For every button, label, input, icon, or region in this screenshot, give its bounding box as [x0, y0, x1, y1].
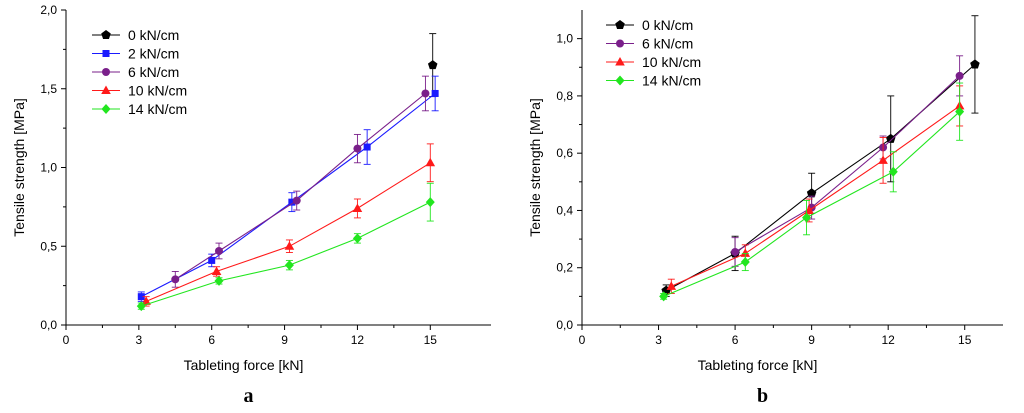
data-point: [888, 166, 898, 177]
series-line: [665, 63, 976, 292]
y-tick-label: 1,0: [556, 32, 573, 46]
data-point: [136, 301, 146, 312]
x-tick-label: 9: [281, 333, 288, 347]
data-point: [352, 233, 362, 244]
legend-marker: [101, 85, 111, 94]
x-tick-label: 15: [958, 333, 972, 347]
series-line: [671, 105, 960, 287]
y-tick-label: 0,6: [556, 146, 573, 160]
data-point: [666, 281, 677, 290]
x-tick-label: 9: [808, 333, 815, 347]
data-point: [425, 157, 436, 167]
legend-marker: [101, 30, 111, 40]
x-tick-label: 3: [136, 333, 143, 347]
y-tick-label: 0,5: [40, 239, 57, 253]
y-tick-label: 0,4: [556, 203, 573, 217]
x-axis-title: Tableting force [kN]: [184, 357, 304, 373]
data-point: [284, 260, 294, 271]
legend-label: 14 kN/cm: [642, 73, 701, 89]
x-axis-title: Tableting force [kN]: [698, 357, 818, 373]
y-tick-label: 0,2: [556, 261, 573, 275]
data-point: [802, 212, 812, 223]
panel-label: b: [757, 385, 768, 407]
series-0-kn-cm: [661, 15, 980, 297]
data-point: [955, 71, 964, 80]
x-tick-label: 3: [655, 333, 662, 347]
y-axis-title: Tensile strength [MPa]: [11, 98, 27, 237]
series-line: [175, 93, 426, 280]
data-point: [427, 60, 438, 70]
series-line: [734, 75, 960, 253]
x-tick-label: 0: [579, 333, 586, 347]
legend-marker: [615, 75, 625, 86]
panel-b: 0 3 6 9 12 15 0,0 0,2 0,4 0,6 0,8 1,0 Tableting forc…: [527, 10, 1003, 407]
data-point: [353, 144, 362, 153]
series-6-kn-cm: [171, 75, 430, 288]
legend-label: 10 kN/cm: [128, 83, 187, 99]
data-point: [214, 275, 224, 286]
series-10-kn-cm: [141, 143, 436, 307]
series-2-kn-cm: [137, 75, 439, 302]
legend-label: 14 kN/cm: [128, 101, 187, 117]
legend-label: 6 kN/cm: [128, 64, 179, 80]
y-axis-title: Tensile strength [MPa]: [527, 98, 543, 237]
data-point: [292, 196, 301, 205]
legend-marker: [102, 50, 110, 57]
series-14-kn-cm: [136, 182, 435, 312]
data-point: [352, 203, 363, 212]
data-point: [740, 248, 751, 257]
x-tick-label: 6: [732, 333, 739, 347]
series-10-kn-cm: [666, 85, 965, 294]
panel-label: a: [244, 385, 254, 407]
data-point: [425, 197, 435, 208]
data-point: [211, 266, 222, 275]
y-tick-label: 2,0: [40, 3, 57, 17]
data-point: [740, 257, 750, 267]
series-line: [145, 162, 431, 302]
y-tick-label: 1,0: [40, 161, 57, 175]
x-tick-label: 12: [351, 333, 365, 347]
data-point: [970, 59, 980, 69]
legend-label: 0 kN/cm: [128, 27, 179, 43]
data-point: [731, 247, 740, 256]
y-tick-label: 1,5: [40, 82, 57, 96]
series-line: [141, 201, 431, 307]
data-point: [421, 89, 430, 98]
data-point: [806, 188, 817, 198]
legend-marker: [615, 57, 625, 66]
x-tick-label: 12: [882, 333, 896, 347]
legend-marker: [616, 39, 624, 48]
data-point: [208, 256, 216, 264]
data-point: [659, 291, 669, 302]
series-6-kn-cm: [731, 55, 964, 267]
series-0-kn-cm: [427, 33, 438, 98]
data-point: [284, 241, 295, 250]
legend-marker: [101, 104, 111, 114]
legend-marker: [615, 20, 625, 30]
data-point: [171, 275, 180, 284]
legend-label: 10 kN/cm: [642, 54, 701, 70]
series-14-kn-cm: [659, 82, 965, 302]
y-tick-label: 0,0: [556, 318, 573, 332]
legend-label: 2 kN/cm: [128, 46, 179, 62]
data-point: [215, 246, 223, 255]
data-point: [878, 155, 888, 164]
panel-a: 0 3 6 9 12 15 0,0 0,5 1,0 1,5 2,0 Tableting force […: [11, 3, 491, 407]
y-tick-label: 0,0: [40, 318, 57, 332]
legend-label: 0 kN/cm: [642, 17, 693, 33]
data-point: [955, 106, 965, 117]
data-point: [288, 198, 296, 206]
data-point: [431, 89, 439, 97]
x-tick-label: 0: [63, 333, 70, 347]
x-tick-label: 6: [208, 333, 215, 347]
data-point: [885, 133, 896, 143]
x-tick-label: 15: [424, 333, 438, 347]
y-tick-label: 0,8: [556, 89, 573, 103]
data-point: [363, 143, 371, 151]
legend-marker: [102, 68, 110, 76]
legend-label: 6 kN/cm: [642, 36, 693, 52]
data-point: [137, 293, 145, 301]
